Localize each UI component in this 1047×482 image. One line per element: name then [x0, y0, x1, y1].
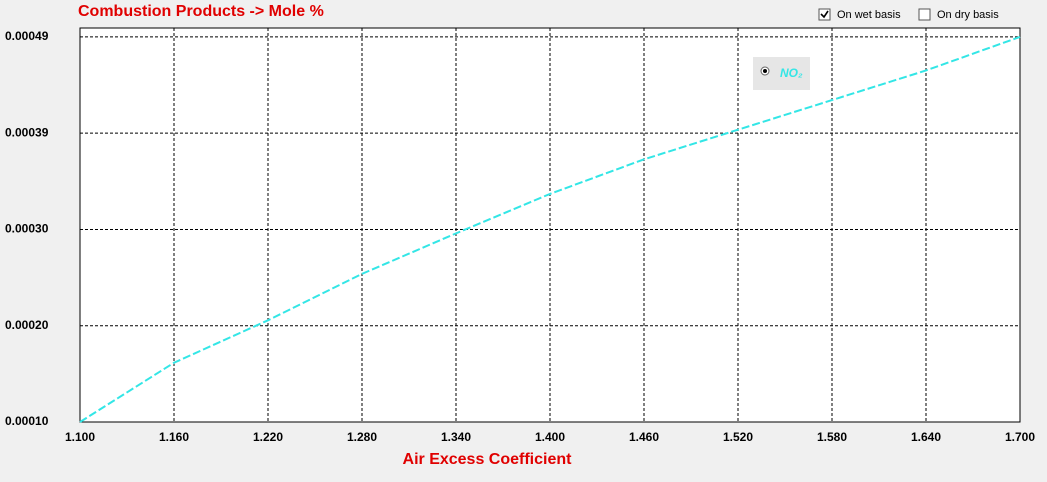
y-tick-label: 0.00039 [5, 125, 49, 139]
x-tick-label: 1.460 [629, 430, 659, 444]
data-line [79, 35, 1021, 423]
x-tick-label: 1.160 [159, 430, 189, 444]
x-tick-label: 1.520 [723, 430, 753, 444]
x-tick-label: 1.700 [1005, 430, 1035, 444]
chart-title: Combustion Products -> Mole % [78, 3, 324, 20]
x-tick-label: 1.280 [347, 430, 377, 444]
x-tick-label: 1.580 [817, 430, 847, 444]
checkbox-check [820, 10, 829, 19]
x-tick-label: 1.640 [911, 430, 941, 444]
checkbox-label[interactable]: On dry basis [937, 9, 999, 21]
x-tick-label: 1.220 [253, 430, 283, 444]
checkbox-label[interactable]: On wet basis [837, 9, 901, 21]
legend-radio-dot [763, 69, 767, 73]
checkbox[interactable] [818, 8, 831, 21]
x-tick-label: 1.340 [441, 430, 471, 444]
y-tick-label: 0.00030 [5, 222, 49, 236]
checkbox[interactable] [918, 8, 931, 21]
y-tick-label: 0.00010 [5, 414, 49, 428]
y-tick-label: 0.00049 [5, 29, 49, 43]
legend-label[interactable]: NO₂ [780, 66, 803, 80]
y-tick-label: 0.00020 [5, 318, 49, 332]
x-tick-label: 1.400 [535, 430, 565, 444]
x-tick-label: 1.100 [65, 430, 95, 444]
x-axis-title: Air Excess Coefficient [403, 451, 573, 468]
